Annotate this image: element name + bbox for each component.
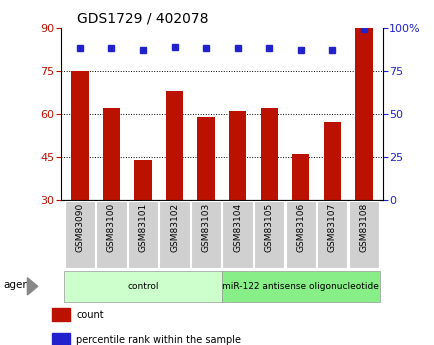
- Bar: [323, 122, 340, 200]
- Bar: [165, 91, 183, 200]
- Bar: [260, 108, 277, 200]
- Bar: [291, 154, 309, 200]
- Text: GSM83100: GSM83100: [107, 203, 115, 252]
- Bar: [71, 71, 88, 200]
- FancyBboxPatch shape: [96, 201, 126, 268]
- Bar: [52, 308, 69, 322]
- FancyBboxPatch shape: [253, 201, 284, 268]
- Text: GSM83105: GSM83105: [264, 203, 273, 252]
- Text: GSM83107: GSM83107: [327, 203, 336, 252]
- Text: percentile rank within the sample: percentile rank within the sample: [76, 335, 240, 345]
- Text: miR-122 antisense oligonucleotide: miR-122 antisense oligonucleotide: [222, 282, 378, 291]
- FancyBboxPatch shape: [64, 271, 221, 302]
- Bar: [52, 333, 69, 345]
- Text: GSM83101: GSM83101: [138, 203, 147, 252]
- FancyBboxPatch shape: [128, 201, 158, 268]
- Text: GDS1729 / 402078: GDS1729 / 402078: [77, 11, 208, 25]
- Text: agent: agent: [3, 280, 33, 289]
- FancyBboxPatch shape: [348, 201, 378, 268]
- Polygon shape: [27, 278, 38, 295]
- Text: GSM83106: GSM83106: [296, 203, 305, 252]
- FancyBboxPatch shape: [159, 201, 189, 268]
- Text: count: count: [76, 310, 104, 320]
- Bar: [197, 117, 214, 200]
- Bar: [355, 28, 372, 200]
- FancyBboxPatch shape: [191, 201, 221, 268]
- FancyBboxPatch shape: [221, 271, 379, 302]
- Text: control: control: [127, 282, 158, 291]
- Text: GSM83102: GSM83102: [170, 203, 179, 252]
- FancyBboxPatch shape: [316, 201, 347, 268]
- Text: GSM83090: GSM83090: [75, 203, 84, 252]
- Bar: [134, 160, 151, 200]
- Text: GSM83108: GSM83108: [358, 203, 368, 252]
- FancyBboxPatch shape: [222, 201, 252, 268]
- Text: GSM83103: GSM83103: [201, 203, 210, 252]
- Bar: [102, 108, 120, 200]
- FancyBboxPatch shape: [285, 201, 315, 268]
- FancyBboxPatch shape: [65, 201, 95, 268]
- Bar: [228, 111, 246, 200]
- Text: GSM83104: GSM83104: [233, 203, 242, 252]
